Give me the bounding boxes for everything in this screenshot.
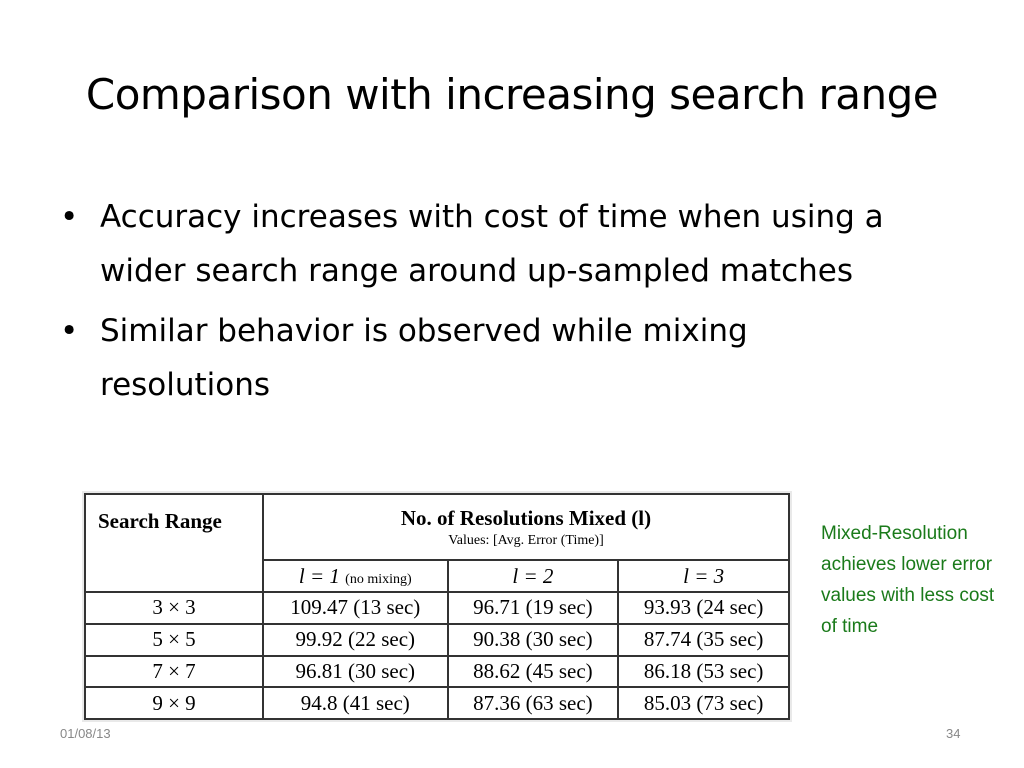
- bullet-text: Accuracy increases with cost of time whe…: [100, 199, 884, 289]
- page-number: 34: [946, 726, 961, 741]
- search-range-cell: 9 × 9: [84, 686, 264, 720]
- column-header: l = 3: [617, 559, 790, 593]
- resolutions-group-header: No. of Resolutions Mixed (l) Values: [Av…: [262, 493, 790, 561]
- table-cell: 109.47 (13 sec): [262, 591, 449, 625]
- table-cell: 96.71 (19 sec): [446, 591, 620, 625]
- table-column-header-row: l = 1 (no mixing) l = 2 l = 3: [85, 559, 790, 593]
- bullet-list: • Accuracy increases with cost of time w…: [60, 190, 920, 418]
- table-cell: 87.36 (63 sec): [446, 686, 620, 720]
- table-row: 7 × 7 96.81 (30 sec) 88.62 (45 sec) 86.1…: [84, 654, 790, 689]
- bullet-text: Similar behavior is observed while mixin…: [100, 313, 748, 403]
- side-note: Mixed-Resolution achieves lower error va…: [821, 523, 995, 637]
- slide-title: Comparison with increasing search range: [85, 70, 939, 119]
- bullet-item: • Accuracy increases with cost of time w…: [60, 190, 920, 298]
- search-range-cell: 3 × 3: [84, 591, 264, 625]
- column-header: l = 2: [446, 559, 620, 593]
- table-cell: 85.03 (73 sec): [617, 686, 790, 720]
- table-row: 9 × 9 94.8 (41 sec) 87.36 (63 sec) 85.03…: [84, 686, 790, 720]
- table-cell: 96.81 (30 sec): [262, 654, 449, 689]
- results-table-image: Search Range No. of Resolutions Mixed (l…: [82, 491, 792, 722]
- table-header-row: Search Range No. of Resolutions Mixed (l…: [84, 493, 790, 593]
- footer-date: 01/08/13: [60, 726, 111, 741]
- search-range-header: Search Range: [84, 493, 264, 593]
- table-cell: 90.38 (30 sec): [446, 622, 620, 657]
- table-cell: 99.92 (22 sec): [262, 622, 449, 657]
- search-range-cell: 7 × 7: [84, 654, 264, 689]
- table-cell: 86.18 (53 sec): [617, 654, 790, 689]
- bullet-glyph: •: [60, 313, 79, 349]
- bullet-item: • Similar behavior is observed while mix…: [60, 304, 920, 412]
- table-cell: 88.62 (45 sec): [446, 654, 620, 689]
- group-header-subtitle: Values: [Avg. Error (Time)]: [448, 532, 604, 548]
- table-row: 5 × 5 99.92 (22 sec) 90.38 (30 sec) 87.7…: [84, 622, 790, 657]
- bullet-glyph: •: [60, 199, 79, 235]
- table-cell: 87.74 (35 sec): [617, 622, 790, 657]
- search-range-cell: 5 × 5: [84, 622, 264, 657]
- table-cell: 94.8 (41 sec): [262, 686, 449, 720]
- group-header-title: No. of Resolutions Mixed (l): [400, 505, 652, 530]
- results-table: Search Range No. of Resolutions Mixed (l…: [84, 493, 790, 720]
- table-row: 3 × 3 109.47 (13 sec) 96.71 (19 sec) 93.…: [84, 591, 790, 625]
- table-cell: 93.93 (24 sec): [617, 591, 790, 625]
- column-header: l = 1 (no mixing): [262, 559, 449, 593]
